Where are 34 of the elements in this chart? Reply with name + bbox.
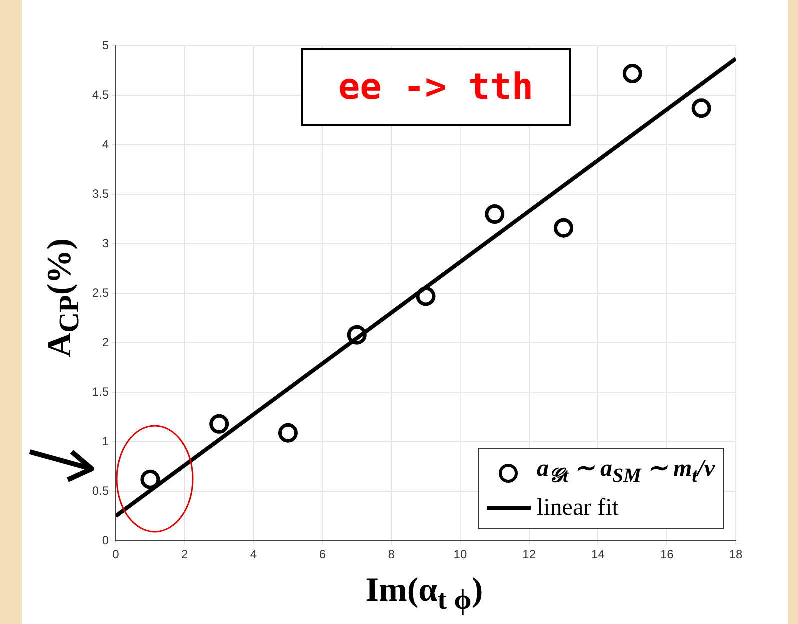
x-tick-label: 16 — [660, 548, 674, 562]
y-tick-label: 5 — [102, 38, 110, 52]
point — [485, 204, 505, 224]
y-tick-label: 1.5 — [92, 384, 110, 399]
point — [347, 325, 367, 345]
x-tick-label: 6 — [319, 548, 326, 562]
legend-label: a$_{𝒢t}$ ∼ a$_{SM}$ ∼ m$_{t}$/v — [536, 455, 715, 489]
point — [278, 423, 298, 443]
y-tick-label: 4 — [102, 137, 110, 152]
y-tick-label: 4.5 — [92, 88, 110, 102]
point — [554, 218, 574, 238]
y-tick-label: 2 — [102, 335, 110, 350]
point — [140, 470, 160, 490]
legend-label: linear fit — [536, 494, 619, 523]
y-tick-label: 3.5 — [92, 186, 110, 201]
x-tick-label: 18 — [729, 548, 743, 562]
y-tick-label: 2.5 — [92, 286, 110, 300]
x-axis-title: Im(α$_{t ϕ}$) — [364, 572, 484, 617]
x-tick-label: 10 — [454, 548, 468, 562]
x-tick-label: 8 — [388, 548, 396, 562]
point — [210, 414, 230, 434]
x-tick-label: 14 — [592, 548, 606, 562]
point — [622, 64, 642, 84]
x-tick-label: 2 — [182, 548, 189, 562]
x-tick-label: 0 — [112, 548, 120, 562]
y-tick-label: 0 — [102, 533, 110, 548]
y-tick-label: 3 — [102, 236, 110, 250]
annotation: ee -> tth — [301, 48, 571, 126]
y-tick-label: 0.5 — [92, 484, 110, 498]
point — [692, 98, 712, 118]
x-tick-label: 12 — [522, 548, 536, 562]
y-tick-label: 1 — [102, 434, 110, 448]
point — [416, 286, 436, 306]
x-tick-label: 4 — [250, 548, 258, 562]
